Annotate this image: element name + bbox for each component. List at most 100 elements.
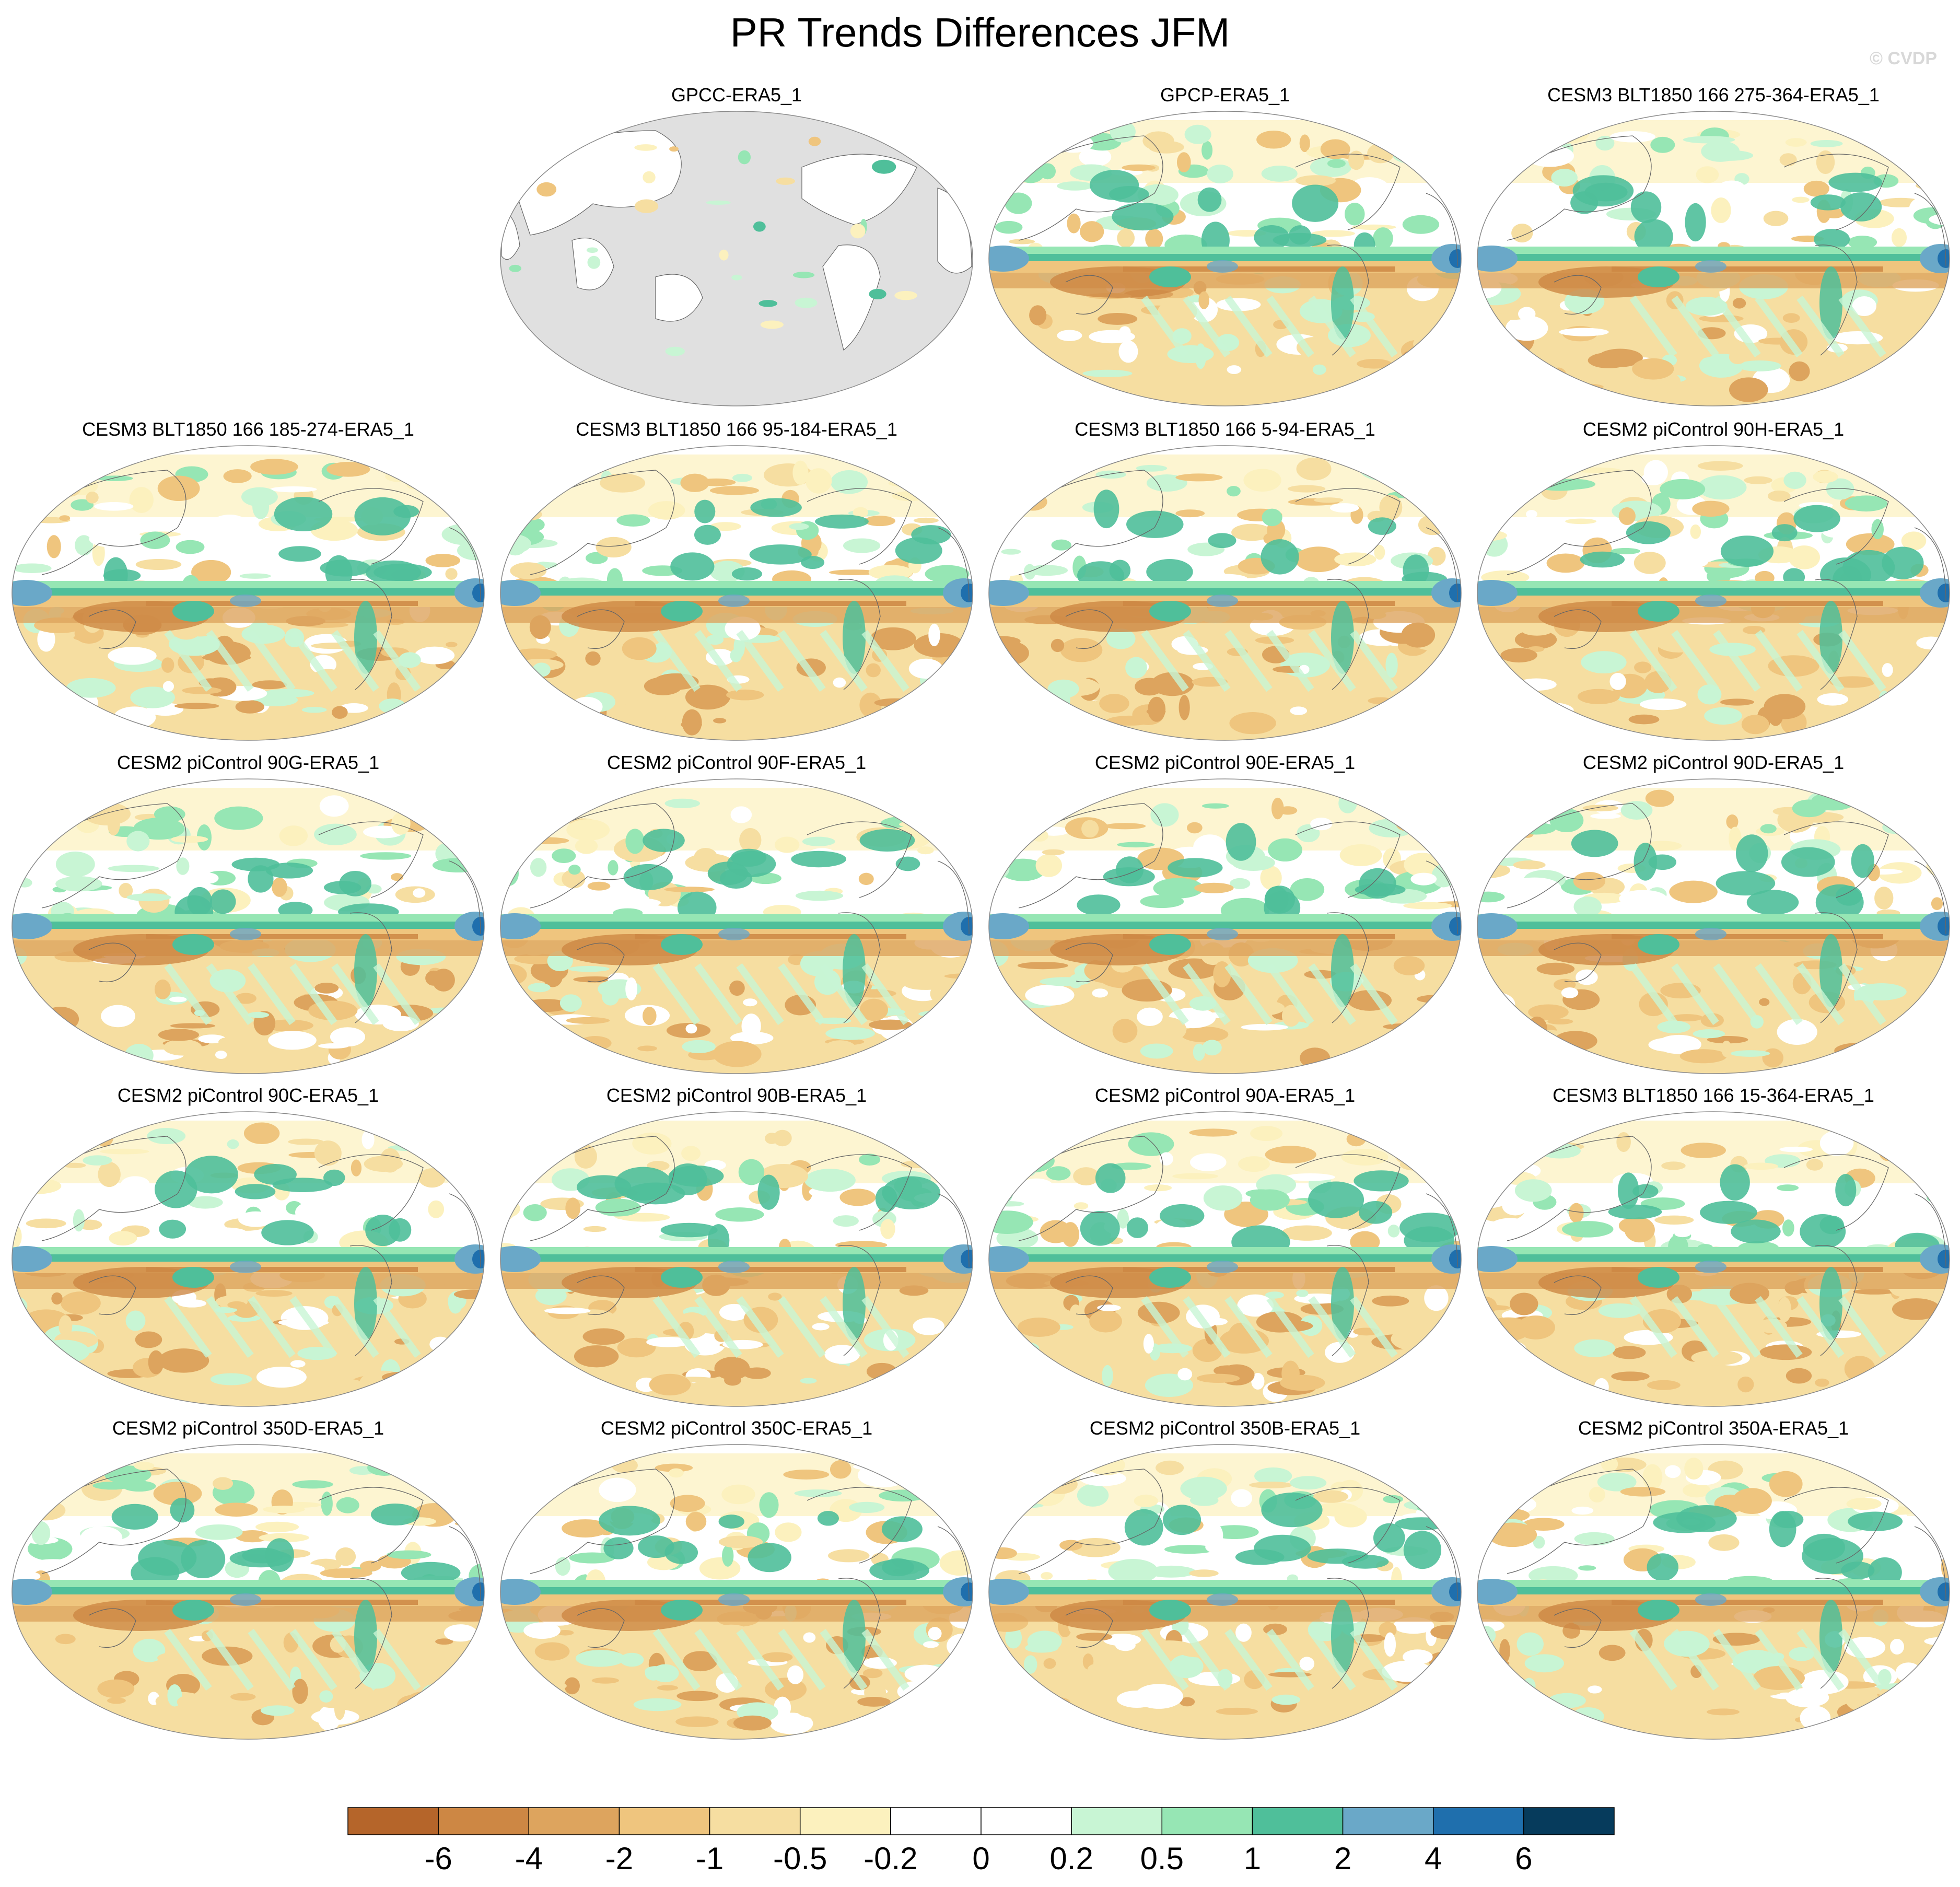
- colorbar-tick-label: 4: [1425, 1841, 1442, 1876]
- panel-title: CESM2 piControl 90H-ERA5_1: [1582, 418, 1845, 440]
- map-panel: CESM3 BLT1850 166 275-364-ERA5_1: [1476, 84, 1951, 407]
- map-panel: CESM2 piControl 90C-ERA5_1: [10, 1084, 486, 1408]
- map-panel: CESM3 BLT1850 166 95-184-ERA5_1: [499, 418, 974, 742]
- map-plot: [1477, 445, 1950, 741]
- map-panel: CESM2 piControl 350D-ERA5_1: [10, 1417, 486, 1741]
- panel-title: GPCC-ERA5_1: [671, 84, 802, 106]
- panel-title: CESM3 BLT1850 166 95-184-ERA5_1: [576, 418, 897, 440]
- map-outline: [1477, 1111, 1950, 1407]
- map-plot: [11, 1444, 485, 1740]
- colorbar-tick-label: 6: [1515, 1841, 1532, 1876]
- precip-trend-field: [1477, 1445, 1950, 1739]
- colorbar-swatch: [709, 1807, 801, 1835]
- colorbar-tick-label: -0.5: [773, 1841, 827, 1876]
- panel-title: CESM2 piControl 90E-ERA5_1: [1094, 752, 1356, 773]
- watermark: © CVDP: [1870, 49, 1937, 68]
- map-outline: [11, 445, 485, 741]
- map-outline: [500, 778, 973, 1074]
- panel-title: CESM3 BLT1850 166 185-274-ERA5_1: [82, 418, 414, 440]
- panel-title: CESM2 piControl 90F-ERA5_1: [606, 752, 867, 773]
- precip-trend-field: [500, 1112, 973, 1406]
- map-panel: CESM2 piControl 90F-ERA5_1: [499, 751, 974, 1075]
- map-panel: CESM3 BLT1850 166 185-274-ERA5_1: [10, 418, 486, 742]
- map-outline: [1477, 1444, 1950, 1740]
- panel-title: CESM2 piControl 350B-ERA5_1: [1089, 1417, 1361, 1439]
- map-plot: [988, 1444, 1462, 1740]
- map-outline: [1477, 111, 1950, 406]
- colorbar-swatch: [799, 1807, 891, 1835]
- map-panel: CESM2 piControl 90B-ERA5_1: [499, 1084, 974, 1408]
- precip-trend-field: [12, 1112, 484, 1406]
- map-outline: [11, 778, 485, 1074]
- colorbar-swatch: [1523, 1807, 1615, 1835]
- colorbar-tick-label: 0: [972, 1841, 989, 1876]
- map-outline: [500, 1111, 973, 1407]
- panel-title: CESM2 piControl 90B-ERA5_1: [606, 1085, 867, 1106]
- colorbar-swatch: [619, 1807, 710, 1835]
- map-plot: [1477, 1444, 1950, 1740]
- map-panel: CESM2 piControl 90D-ERA5_1: [1476, 751, 1951, 1075]
- colorbar-tick-label: -6: [424, 1841, 452, 1876]
- map-plot: [500, 445, 973, 741]
- colorbar-swatch: [1342, 1807, 1434, 1835]
- colorbar-tick-label: -0.2: [864, 1841, 917, 1876]
- map-plot: [500, 1444, 973, 1740]
- colorbar-tick-label: -4: [515, 1841, 543, 1876]
- colorbar-swatch: [438, 1807, 530, 1835]
- map-outline: [988, 111, 1462, 406]
- colorbar-swatch: [1071, 1807, 1163, 1835]
- map-panel: CESM2 piControl 90H-ERA5_1: [1476, 418, 1951, 742]
- colorbar-tick-label: 0.5: [1140, 1841, 1184, 1876]
- map-panel: CESM2 piControl 350B-ERA5_1: [987, 1417, 1463, 1741]
- colorbar-tick-label: -2: [605, 1841, 633, 1876]
- map-panel: GPCP-ERA5_1: [987, 84, 1463, 407]
- map-plot: [988, 111, 1462, 406]
- map-plot: [1477, 778, 1950, 1074]
- panel-title: CESM2 piControl 90D-ERA5_1: [1582, 752, 1845, 773]
- map-plot: [1477, 1111, 1950, 1407]
- colorbar-swatch: [1252, 1807, 1344, 1835]
- map-plot: [988, 1111, 1462, 1407]
- colorbar-swatch: [347, 1807, 439, 1835]
- precip-trend-field: [1477, 1112, 1950, 1406]
- map-plot: [500, 778, 973, 1074]
- figure-title: PR Trends Differences JFM: [730, 9, 1230, 55]
- map-plot: [500, 1111, 973, 1407]
- panel-title: CESM2 piControl 350C-ERA5_1: [600, 1417, 873, 1439]
- map-panel: CESM3 BLT1850 166 5-94-ERA5_1: [987, 418, 1463, 742]
- map-plot: [11, 445, 485, 741]
- colorbar: -6 -4 -2 -1 -0.5 -0.2 0 0.2 0.5 1 2 4 6: [347, 1807, 1615, 1876]
- map-outline: [988, 1444, 1462, 1740]
- colorbar-swatch: [890, 1807, 982, 1835]
- panel-title: CESM3 BLT1850 166 275-364-ERA5_1: [1547, 84, 1880, 106]
- precip-trend-field: [12, 779, 484, 1074]
- colorbar-tick-label: 0.2: [1049, 1841, 1093, 1876]
- map-panel: GPCC-ERA5_1: [499, 84, 974, 407]
- map-plot: [1477, 111, 1950, 406]
- colorbar-graphic: -6 -4 -2 -1 -0.5 -0.2 0 0.2 0.5 1 2 4 6: [347, 1807, 1615, 1876]
- precip-trend-field: [500, 111, 973, 406]
- map-outline: [1477, 445, 1950, 741]
- map-outline: [11, 1444, 485, 1740]
- colorbar-tick-label: 1: [1244, 1841, 1261, 1876]
- map-plot: [11, 1111, 485, 1407]
- panel-title: CESM3 BLT1850 166 15-364-ERA5_1: [1553, 1085, 1874, 1106]
- panel-title: CESM2 piControl 350A-ERA5_1: [1578, 1417, 1849, 1439]
- map-plot: [988, 778, 1462, 1074]
- panel-title: GPCP-ERA5_1: [1160, 84, 1290, 106]
- map-panel: CESM2 piControl 350A-ERA5_1: [1476, 1417, 1951, 1741]
- map-outline: [1477, 778, 1950, 1074]
- map-panel: CESM2 piControl 350C-ERA5_1: [499, 1417, 974, 1741]
- panel-title: CESM2 piControl 90C-ERA5_1: [117, 1085, 379, 1106]
- map-outline: [988, 445, 1462, 741]
- colorbar-swatch: [528, 1807, 620, 1835]
- map-panel: CESM2 piControl 90E-ERA5_1: [987, 751, 1463, 1075]
- map-plot: [500, 111, 973, 406]
- map-outline: [500, 111, 973, 406]
- colorbar-tick-label: 2: [1334, 1841, 1351, 1876]
- map-outline: [988, 778, 1462, 1074]
- map-outline: [500, 445, 973, 741]
- map-panel: CESM2 piControl 90A-ERA5_1: [987, 1084, 1463, 1408]
- map-outline: [11, 1111, 485, 1407]
- map-outline: [500, 1444, 973, 1740]
